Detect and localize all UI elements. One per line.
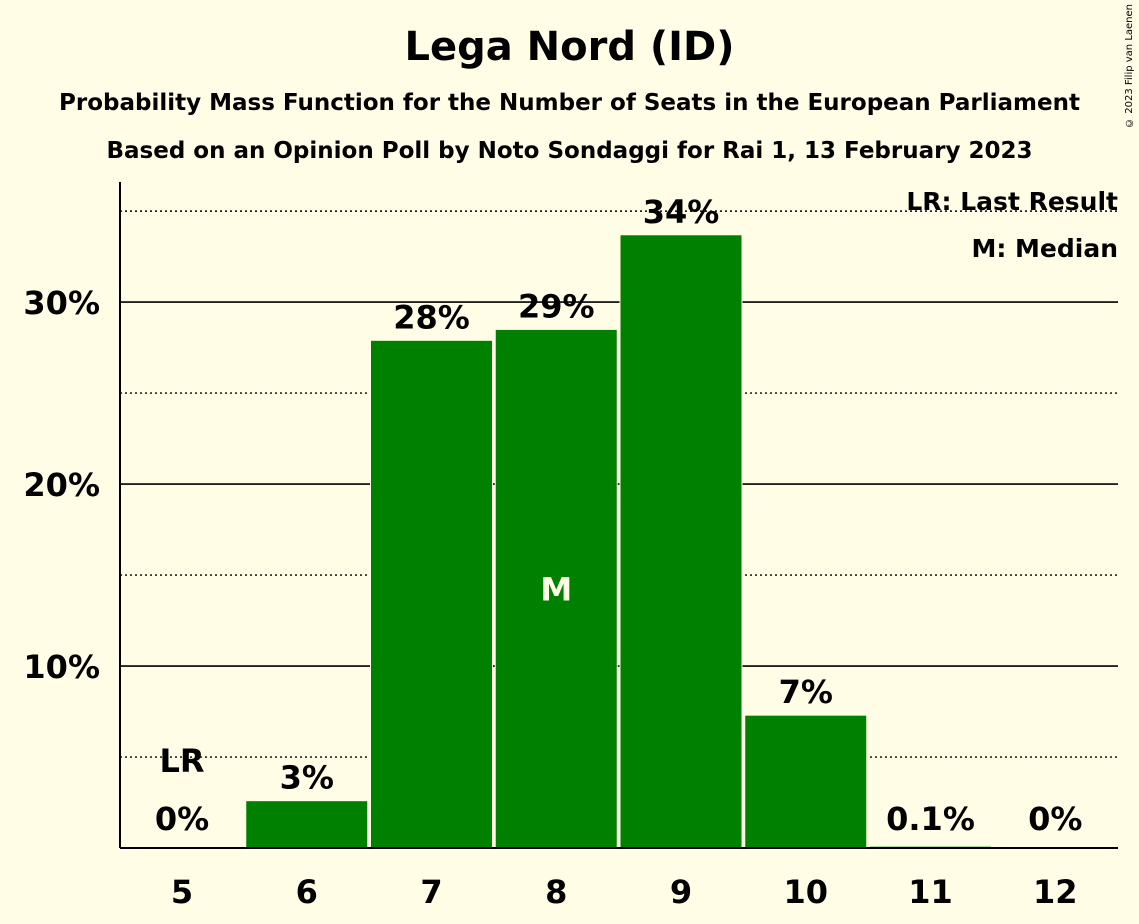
data-label: 0.1% <box>886 800 975 838</box>
x-tick-label: 11 <box>908 873 953 911</box>
x-tick-label: 9 <box>670 873 692 911</box>
data-label: 28% <box>393 298 470 336</box>
x-tick-label: 5 <box>171 873 193 911</box>
x-tick-label: 10 <box>783 873 828 911</box>
y-tick-label: 20% <box>23 466 100 504</box>
y-tick-label: 30% <box>23 284 100 322</box>
axis-layer: 10% 20% 30% 5 6 7 8 9 10 11 12 <box>23 182 1118 911</box>
x-tick-label: 6 <box>296 873 318 911</box>
data-label: 29% <box>518 287 595 325</box>
bar <box>245 800 369 849</box>
data-label: 3% <box>280 759 334 797</box>
x-tick-label: 12 <box>1033 873 1078 911</box>
median-marker: M <box>540 571 572 609</box>
legend-last-result: LR: Last Result <box>906 187 1118 216</box>
bar <box>744 714 868 849</box>
chart-subtitle-source: Based on an Opinion Poll by Noto Sondagg… <box>106 138 1033 164</box>
data-label: 0% <box>155 800 209 838</box>
bar <box>494 328 618 849</box>
labels-layer: 0% LR 3% 28% 29% M 34% 7% 0.1% 0% <box>155 193 1083 838</box>
legend-median: M: Median <box>971 234 1118 263</box>
data-label: 0% <box>1028 800 1082 838</box>
chart-title: Lega Nord (ID) <box>404 24 735 70</box>
data-label: 7% <box>779 673 833 711</box>
chart-subtitle: Probability Mass Function for the Number… <box>59 90 1080 116</box>
y-tick-label: 10% <box>23 648 100 686</box>
grid-layer <box>120 210 1118 758</box>
x-tick-label: 7 <box>420 873 442 911</box>
bars-layer <box>245 234 992 849</box>
x-tick-label: 8 <box>545 873 567 911</box>
bar <box>619 234 743 849</box>
bar <box>370 339 493 849</box>
data-label: 34% <box>643 193 720 231</box>
last-result-marker: LR <box>159 742 204 780</box>
